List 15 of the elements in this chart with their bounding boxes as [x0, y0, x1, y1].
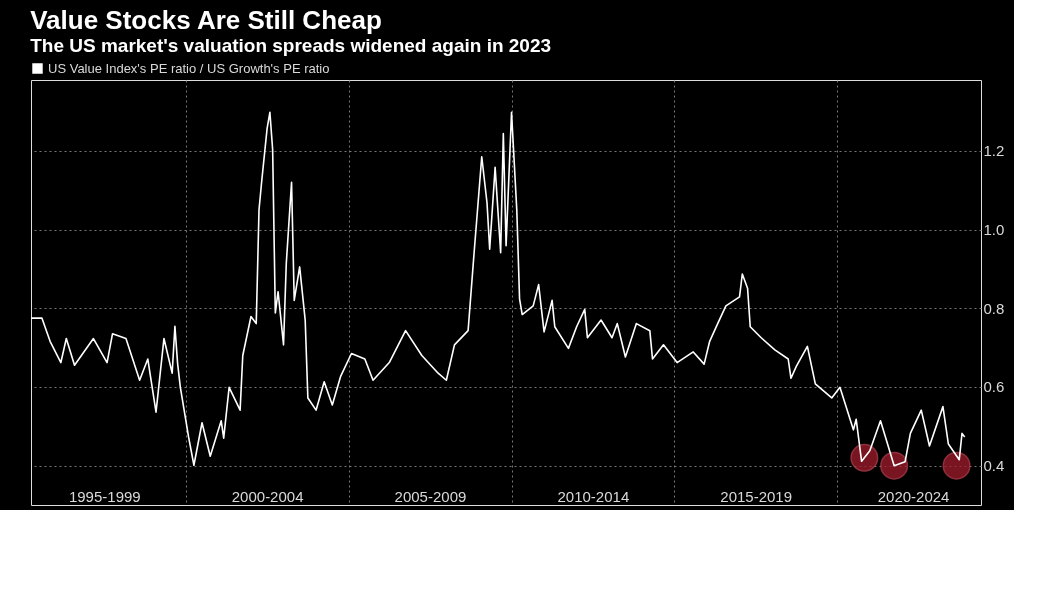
y-tick-label: 0.8 [983, 299, 1005, 317]
y-tick-label: 0.6 [983, 378, 1005, 396]
x-tick-label: 2020-2024 [877, 487, 950, 505]
y-tick-label: 1.0 [983, 221, 1005, 239]
x-tick-label: 2000-2004 [231, 487, 304, 505]
y-tick-label: 0.4 [983, 457, 1005, 475]
line-series [30, 111, 966, 467]
x-tick-label: 2015-2019 [720, 487, 793, 505]
x-tick-label: 1995-1999 [68, 487, 141, 505]
legend-label: US Value Index's PE ratio / US Growth's PE ratio [48, 60, 330, 76]
chart-subtitle: The US market's valuation spreads widened again in 2023 [30, 35, 552, 56]
x-tick-label: 2010-2014 [557, 487, 630, 505]
y-tick-label: 1.2 [983, 142, 1005, 160]
chart-title: Value Stocks Are Still Cheap [30, 5, 382, 35]
x-tick-label: 2005-2009 [394, 487, 467, 505]
